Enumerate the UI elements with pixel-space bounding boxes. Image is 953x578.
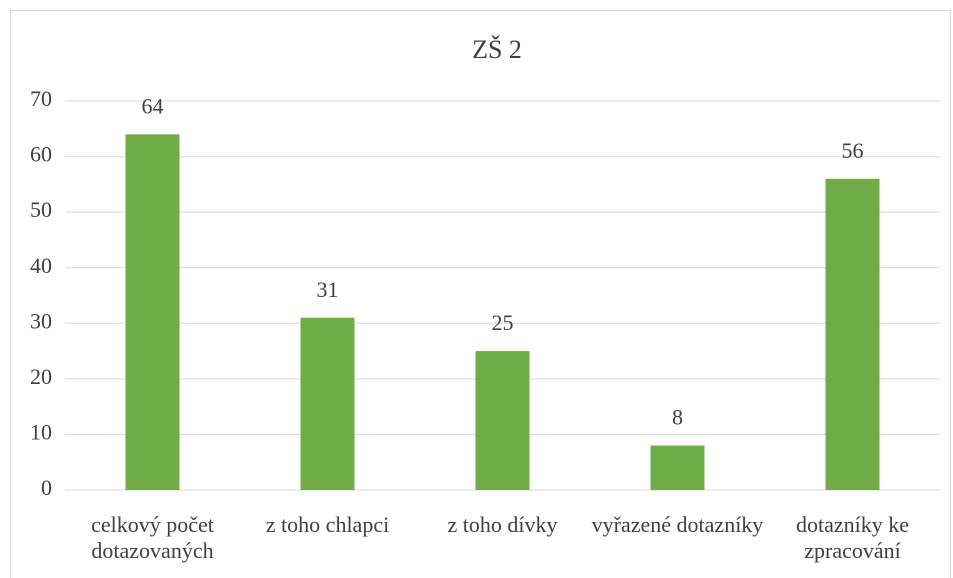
x-tick-label: z toho dívky bbox=[447, 512, 558, 537]
y-tick-label: 10 bbox=[30, 419, 52, 444]
data-label: 25 bbox=[492, 310, 514, 335]
bar bbox=[300, 317, 355, 490]
chart-title: ZŠ 2 bbox=[472, 35, 522, 64]
data-label: 8 bbox=[672, 405, 683, 430]
y-tick-label: 60 bbox=[30, 142, 52, 167]
y-tick-label: 0 bbox=[41, 475, 52, 500]
data-label: 64 bbox=[142, 93, 164, 118]
x-tick-label: vyřazené dotazníky bbox=[591, 512, 764, 537]
bar bbox=[125, 134, 180, 491]
x-tick-label: z toho chlapci bbox=[265, 512, 390, 537]
y-tick-label: 40 bbox=[30, 253, 52, 278]
y-tick-label: 50 bbox=[30, 197, 52, 222]
x-tick-label: dotazníky ke zpracování bbox=[795, 512, 910, 563]
y-tick-label: 70 bbox=[30, 86, 52, 111]
bar bbox=[825, 178, 880, 491]
data-label: 31 bbox=[317, 277, 339, 302]
bar bbox=[650, 445, 705, 490]
bar bbox=[475, 351, 530, 490]
data-label: 56 bbox=[842, 138, 864, 163]
y-tick-label: 20 bbox=[30, 364, 52, 389]
y-tick-label: 30 bbox=[30, 308, 52, 333]
x-tick-label: celkový počet dotazovaných bbox=[91, 512, 214, 563]
